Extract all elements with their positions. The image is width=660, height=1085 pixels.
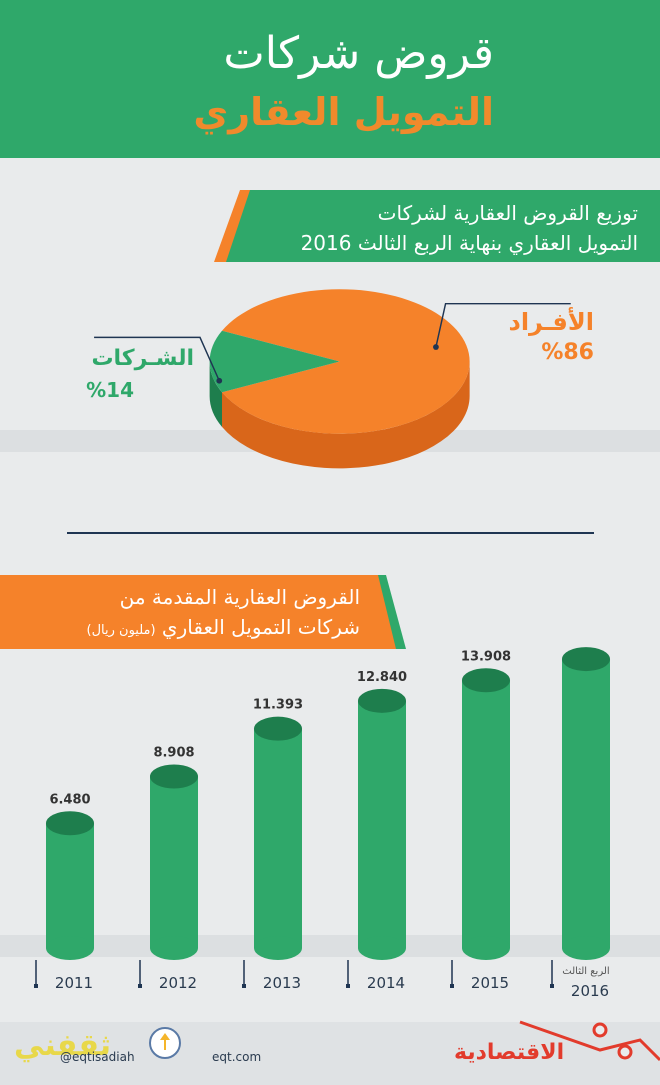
tick-mark [34,984,38,988]
bar-chart: 6.480 2011 8.908 2012 11.393 2013 12.840 2014 13… [34,640,611,1000]
pie-slice-companies [209,330,340,393]
tick-mark [450,984,454,988]
section-divider [67,532,594,534]
bar-heading-banner [0,575,406,649]
category-label: 2013 [263,974,301,992]
bar-2016 [562,659,610,948]
category-note: الربع الثالث [562,966,609,977]
bar-base [46,936,94,960]
bar-top [150,764,198,789]
pie-label-individuals: الأفـراد [508,308,595,336]
pie-leader-dot [216,377,223,384]
page-subtitle: التمويل العقاري [193,90,494,134]
bar-value-label: 12.840 [357,670,407,685]
bar-value-label: 8.908 [153,746,194,761]
bar-heading-line2: شركات التمويل العقاري (مليون ريال) [20,612,360,646]
tick-mark [346,984,350,988]
bar-base [254,936,302,960]
bar-2013 [254,728,302,948]
bar-value-label: 6.480 [49,792,90,807]
bar-top [562,647,610,672]
bar-top [358,688,406,713]
category-label: 2015 [471,974,509,992]
category-label: 2016 [571,982,609,1000]
bar-value-label: 15.008 [561,640,611,643]
bar-value-label: 11.393 [253,698,303,713]
footer-brand: ثقفني [14,1028,112,1063]
pie-slice-individuals [222,289,470,434]
pie-value-individuals: %86 [541,340,594,365]
pie-chart [94,289,571,469]
bar-2011 [46,823,94,948]
footer-node [617,1044,633,1060]
bar-top [462,668,510,693]
pie-heading: توزيع القروض العقارية لشركات التمويل الع… [218,198,638,258]
bar-heading: القروض العقارية المقدمة من شركات التمويل… [20,582,360,646]
category-label: 2012 [159,974,197,992]
footer-site: eqt.com [212,1050,262,1064]
page-title: قروض شركات [223,28,494,79]
bar-2015 [462,680,510,948]
pie-side-individuals [222,361,470,469]
pie-heading-line1: توزيع القروض العقارية لشركات [377,201,638,225]
bar-value-label: 13.908 [461,649,511,664]
bar-base [462,936,510,960]
bar-heading-line1: القروض العقارية المقدمة من [119,585,360,609]
category-label: 2011 [55,974,93,992]
footer-node [592,1022,608,1038]
bar-heading-text: شركات التمويل العقاري [161,615,360,639]
pie-leader-individuals [435,302,571,348]
bar-2012 [150,776,198,948]
pie-side-companies [209,361,223,427]
bar-2014 [358,700,406,948]
tick-mark [138,984,142,988]
pie-leader-dot [433,344,439,350]
bar-top [46,811,94,836]
bar-base [150,936,198,960]
bar-top [254,716,302,741]
category-label: 2014 [367,974,405,992]
tick-mark [242,984,246,988]
pie-heading-line2: التمويل العقاري بنهاية الربع الثالث 2016 [300,231,638,255]
footer-graphics [149,1020,660,1062]
tick-mark [550,984,554,988]
bar-unit: (مليون ريال) [86,623,156,638]
header-banner [0,0,660,158]
footer-logo: الاقتصادية [454,1040,565,1065]
pie-value-companies: %14 [86,378,134,402]
pie-leader-companies [94,336,220,382]
footer-handle: @eqtisadiah [60,1050,135,1064]
pie-heading-banner [214,190,660,262]
bar-base [358,936,406,960]
bar-base [562,936,610,960]
pie-label-companies: الشـركات [91,346,194,371]
